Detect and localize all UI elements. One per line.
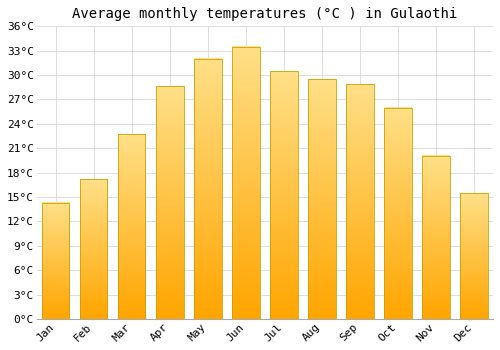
Bar — [118, 134, 146, 319]
Bar — [384, 107, 411, 319]
Bar — [346, 84, 374, 319]
Title: Average monthly temperatures (°C ) in Gulaothi: Average monthly temperatures (°C ) in Gu… — [72, 7, 458, 21]
Bar — [308, 79, 336, 319]
Bar — [42, 203, 70, 319]
Bar — [460, 193, 487, 319]
Bar — [80, 179, 108, 319]
Bar — [422, 155, 450, 319]
Bar — [270, 71, 297, 319]
Bar — [232, 47, 260, 319]
Bar — [156, 86, 184, 319]
Bar — [194, 59, 222, 319]
